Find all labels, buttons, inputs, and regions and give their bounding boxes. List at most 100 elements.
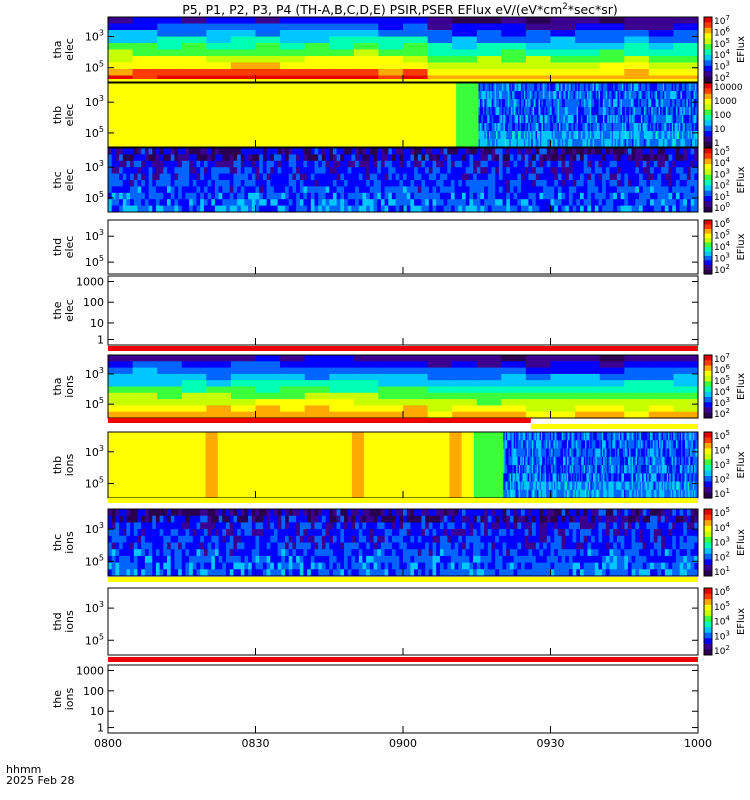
heatmap-cell <box>132 355 158 362</box>
heatmap-cell <box>130 522 135 530</box>
heatmap-cell <box>679 160 684 168</box>
colorbar-swatch <box>704 60 712 64</box>
heatmap-cell <box>170 199 175 206</box>
colorbar-swatch <box>704 22 712 26</box>
heatmap-cell <box>679 489 682 499</box>
heatmap-cell <box>505 465 508 474</box>
heatmap-cell <box>476 62 502 70</box>
heatmap-cell <box>629 456 631 466</box>
heatmap-cell <box>585 481 587 491</box>
heatmap-cell <box>200 167 205 174</box>
heatmap-cell <box>639 205 644 213</box>
heatmap-cell <box>251 180 256 187</box>
heatmap-cell <box>513 440 516 449</box>
heatmap-cell <box>650 199 655 206</box>
colorbar-swatch <box>704 99 712 103</box>
heatmap-cell <box>503 99 506 108</box>
heatmap-cell <box>579 139 582 148</box>
heatmap-cell <box>230 69 257 77</box>
colorbar-swatch <box>704 180 712 184</box>
heatmap-cell <box>587 432 590 441</box>
heatmap-cell <box>686 440 688 449</box>
heatmap-cell <box>502 186 507 194</box>
heatmap-cell <box>496 115 498 124</box>
colorbar-swatch <box>704 251 712 255</box>
heatmap-cell <box>255 148 260 155</box>
heatmap-cell <box>262 160 267 168</box>
heatmap-cell <box>108 432 121 498</box>
heatmap-cell <box>564 83 567 92</box>
heatmap-cell <box>167 555 172 563</box>
heatmap-cell <box>526 465 529 474</box>
heatmap-cell <box>620 489 622 499</box>
heatmap-cell <box>473 205 478 213</box>
heatmap-cell <box>580 91 583 100</box>
heatmap-cell <box>620 199 625 206</box>
heatmap-cell <box>450 160 455 168</box>
heatmap-cell <box>353 30 379 38</box>
heatmap-cell <box>648 49 674 57</box>
heatmap-cell <box>649 139 652 148</box>
heatmap-cell <box>687 107 690 116</box>
heatmap-cell <box>353 405 379 413</box>
heatmap-cell <box>594 167 599 174</box>
heatmap-cell <box>596 481 599 491</box>
heatmap-cell <box>625 465 627 474</box>
heatmap-cell <box>262 205 267 213</box>
heatmap-cell <box>395 148 400 155</box>
heatmap-cell <box>624 99 627 108</box>
heatmap-cell <box>192 167 197 174</box>
heatmap-cell <box>575 115 577 124</box>
heatmap-cell <box>403 355 429 362</box>
heatmap-cell <box>600 123 602 132</box>
heatmap-cell <box>181 355 207 362</box>
heatmap-cell <box>155 199 160 206</box>
heatmap-cell <box>513 154 518 162</box>
colorbar-swatch <box>704 52 712 56</box>
heatmap-cell <box>670 448 673 458</box>
heatmap-cell <box>212 83 225 147</box>
heatmap-cell <box>554 91 557 100</box>
heatmap-cell <box>591 186 596 194</box>
heatmap-cell <box>681 91 684 100</box>
heatmap-cell <box>630 440 633 449</box>
heatmap-cell <box>679 180 684 187</box>
heatmap-cell <box>159 180 164 187</box>
heatmap-cell <box>108 569 113 577</box>
heatmap-cell <box>576 139 579 148</box>
heatmap-cell <box>505 448 508 458</box>
colorbar-swatch <box>704 117 712 121</box>
heatmap-cell <box>504 83 507 92</box>
heatmap-cell <box>462 205 467 213</box>
heatmap-cell <box>501 367 527 375</box>
heatmap-cell <box>525 23 552 31</box>
heatmap-cell <box>144 522 149 530</box>
heatmap-cell <box>532 148 537 155</box>
heatmap-cell <box>656 465 659 474</box>
heatmap-cell <box>355 180 360 187</box>
heatmap-cell <box>650 432 652 441</box>
heatmap-cell <box>543 448 546 458</box>
heatmap-cell <box>178 186 183 194</box>
colorbar-swatch <box>704 233 712 237</box>
heatmap-cell <box>561 131 564 140</box>
heatmap-cell <box>575 139 577 148</box>
heatmap-cell <box>561 432 564 441</box>
heatmap-cell <box>541 115 544 124</box>
heatmap-cell <box>587 186 592 194</box>
heatmap-cell <box>583 180 588 187</box>
heatmap-cell <box>542 440 544 449</box>
heatmap-cell <box>685 481 687 491</box>
heatmap-cell <box>410 192 415 200</box>
heatmap-cell <box>248 199 253 206</box>
heatmap-cell <box>621 107 624 116</box>
heatmap-cell <box>632 107 635 116</box>
heatmap-cell <box>115 529 120 537</box>
heatmap-cell <box>539 180 544 187</box>
heatmap-cell <box>614 99 617 108</box>
heatmap-cell <box>167 148 172 155</box>
heatmap-cell <box>280 355 306 362</box>
heatmap-cell <box>403 30 429 38</box>
heatmap-cell <box>577 473 579 482</box>
heatmap-cell <box>640 115 643 124</box>
